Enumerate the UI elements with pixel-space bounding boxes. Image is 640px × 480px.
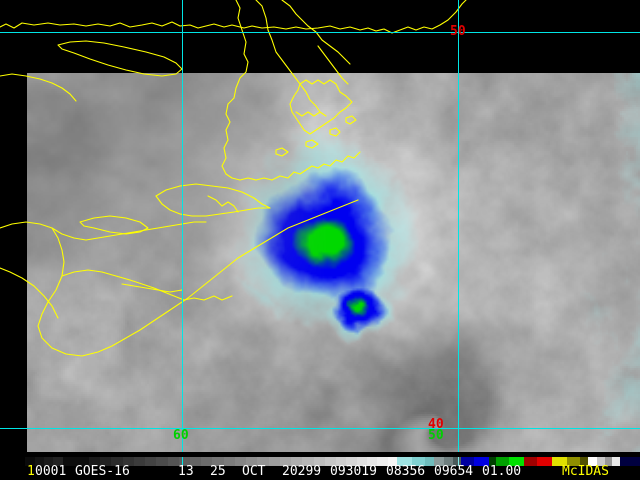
longitude-label-50: 50	[428, 428, 444, 443]
latitude-label-40: 40	[428, 417, 444, 432]
color-bar-segment	[552, 457, 568, 466]
image-number: 0001	[35, 464, 67, 479]
status-annotation-bar: 1 0001 GOES-16 13 25 OCT 20299 093019 08…	[0, 464, 640, 480]
color-bar-segment	[336, 457, 347, 466]
color-bar-segment	[43, 457, 54, 466]
enhancement-color-bar[interactable]	[0, 457, 640, 466]
color-bar-segment	[257, 457, 269, 466]
color-bar-segment	[346, 457, 357, 466]
month-name: OCT	[242, 464, 266, 479]
color-bar-segment	[88, 457, 101, 466]
color-bar-segment	[133, 457, 146, 466]
color-bar-segment	[324, 457, 337, 466]
color-bar-segment	[268, 457, 280, 466]
satellite-raster	[27, 73, 640, 452]
color-bar-tick-left	[182, 457, 183, 466]
color-bar-segment	[167, 457, 179, 466]
longitude-line-50	[458, 0, 459, 452]
color-bar-segment	[567, 457, 581, 466]
color-bar-segment	[424, 457, 435, 466]
color-bar-segment	[387, 457, 397, 466]
color-bar-tick-right	[458, 457, 459, 466]
color-bar-segment	[234, 457, 247, 466]
satellite-image-canvas[interactable]	[27, 73, 640, 452]
color-bar-segment	[580, 457, 588, 466]
line-coordinate: 08356	[386, 464, 426, 479]
color-bar-segment	[212, 457, 224, 466]
color-bar-segment	[223, 457, 235, 466]
color-bar-segment	[524, 457, 538, 466]
color-bar-segment	[122, 457, 134, 466]
color-bar-segment	[246, 457, 258, 466]
mcidas-brand-label: McIDAS	[562, 464, 609, 479]
color-bar-segment	[111, 457, 123, 466]
color-bar-segment	[25, 457, 35, 466]
color-bar-segment	[377, 457, 388, 466]
band-number: 13	[178, 464, 194, 479]
color-bar-segment	[100, 457, 112, 466]
longitude-label-60: 60	[173, 428, 189, 443]
color-bar-segment	[53, 457, 63, 466]
color-bar-segment	[460, 457, 474, 466]
color-bar-segment	[488, 457, 497, 466]
color-bar-segment	[443, 457, 454, 466]
time-utc: 093019	[330, 464, 377, 479]
color-bar-segment	[190, 457, 202, 466]
day-of-month: 25	[210, 464, 226, 479]
resolution-value: 01.00	[482, 464, 522, 479]
color-bar-segment	[62, 457, 89, 466]
color-bar-segment	[291, 457, 303, 466]
color-bar-segment	[156, 457, 168, 466]
satellite-name: GOES-16	[75, 464, 130, 479]
color-bar-segment	[0, 457, 26, 466]
color-bar-segment	[145, 457, 157, 466]
color-bar-segment	[34, 457, 44, 466]
longitude-line-60	[182, 0, 183, 452]
color-bar-segment	[411, 457, 425, 466]
color-bar-segment	[473, 457, 489, 466]
latitude-line-50	[0, 32, 640, 33]
color-bar-segment	[366, 457, 378, 466]
color-bar-segment	[619, 457, 640, 466]
color-bar-segment	[178, 457, 191, 466]
color-bar-segment	[604, 457, 613, 466]
color-bar-segment	[597, 457, 605, 466]
color-bar-segment	[279, 457, 292, 466]
latitude-label-50: 50	[450, 24, 466, 39]
color-bar-segment	[356, 457, 367, 466]
color-bar-segment	[496, 457, 510, 466]
element-coordinate: 09654	[434, 464, 474, 479]
color-bar-segment	[434, 457, 444, 466]
color-bar-segment	[396, 457, 412, 466]
color-bar-segment	[612, 457, 620, 466]
color-bar-segment	[537, 457, 553, 466]
color-bar-segment	[201, 457, 213, 466]
color-bar-segment	[313, 457, 325, 466]
color-bar-segment	[509, 457, 525, 466]
color-bar-segment	[302, 457, 314, 466]
latitude-line-40	[0, 428, 640, 429]
color-bar-segment	[453, 457, 461, 466]
color-bar-segment	[587, 457, 598, 466]
year-julian-day: 20299	[282, 464, 322, 479]
frame-number: 1	[27, 464, 35, 479]
